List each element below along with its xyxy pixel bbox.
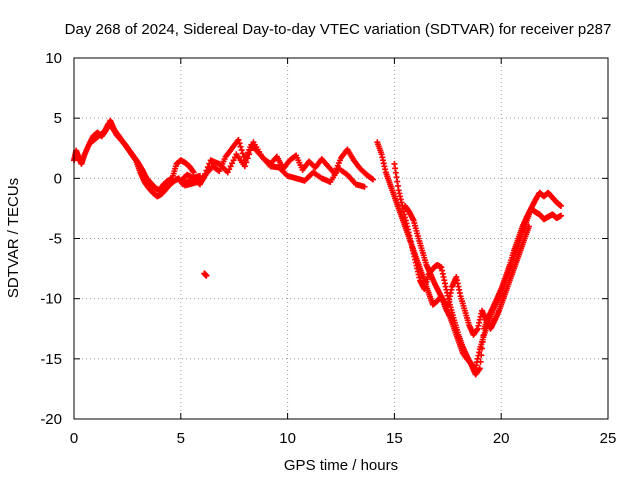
x-tick-label: 0	[70, 430, 78, 447]
data-point	[224, 169, 231, 176]
data-point	[206, 160, 213, 167]
data-point	[203, 167, 210, 174]
data-point	[478, 345, 485, 352]
series-track-e	[374, 139, 565, 372]
data-point	[236, 140, 243, 147]
chart-title: Day 268 of 2024, Sidereal Day-to-day VTE…	[65, 21, 612, 38]
data-point	[479, 338, 486, 345]
y-tick-label: -15	[40, 351, 62, 368]
data-point	[370, 176, 377, 183]
y-tick-label: -10	[40, 291, 62, 308]
series-track-g	[402, 203, 532, 338]
data-point	[246, 151, 253, 158]
y-tick-label: -20	[40, 411, 62, 428]
data-point	[190, 169, 197, 176]
x-tick-label: 20	[493, 430, 510, 447]
data-point	[368, 175, 375, 182]
plot-frame	[73, 57, 609, 420]
data-point	[243, 159, 250, 166]
series-track-f	[391, 160, 565, 378]
data-marks	[71, 117, 565, 378]
data-point	[476, 365, 483, 372]
data-point	[558, 203, 565, 210]
data-point	[229, 160, 236, 167]
y-tick-label: 0	[54, 170, 62, 187]
axis-ticks: 0 5 10 15 20 25 10 5 0 -5 -10 -15 -20	[40, 50, 616, 447]
data-point	[239, 150, 246, 157]
data-point	[480, 332, 487, 339]
data-point	[204, 164, 211, 171]
data-point	[235, 136, 242, 143]
x-tick-label: 15	[386, 430, 403, 447]
data-point	[244, 155, 251, 162]
data-point	[525, 223, 532, 230]
data-point	[477, 358, 484, 365]
grid-layer	[74, 58, 608, 419]
data-point	[241, 163, 248, 170]
series-track-b	[88, 121, 197, 194]
data-point	[226, 166, 233, 173]
data-point	[231, 154, 238, 161]
data-point	[230, 157, 237, 164]
x-tick-label: 5	[177, 430, 185, 447]
data-point	[227, 163, 234, 170]
data-point	[237, 143, 244, 150]
series-isolated	[201, 270, 210, 279]
y-tick-label: 5	[54, 110, 62, 127]
y-axis-label: SDTVAR / TECUs	[5, 178, 22, 298]
y-tick-label: -5	[49, 231, 62, 248]
x-tick-label: 25	[600, 430, 617, 447]
series-track-d	[182, 139, 368, 190]
data-point	[361, 183, 368, 190]
x-tick-label: 10	[279, 430, 296, 447]
y-tick-label: 10	[45, 50, 62, 67]
data-point	[202, 170, 209, 177]
data-point	[478, 352, 485, 359]
data-point	[247, 147, 254, 154]
data-point	[203, 272, 210, 279]
series-track-c	[177, 136, 377, 188]
x-axis-label: GPS time / hours	[284, 457, 398, 474]
data-point	[200, 174, 207, 181]
data-point	[197, 172, 204, 179]
data-point	[558, 212, 565, 219]
data-point	[238, 147, 245, 154]
data-point	[199, 177, 206, 184]
